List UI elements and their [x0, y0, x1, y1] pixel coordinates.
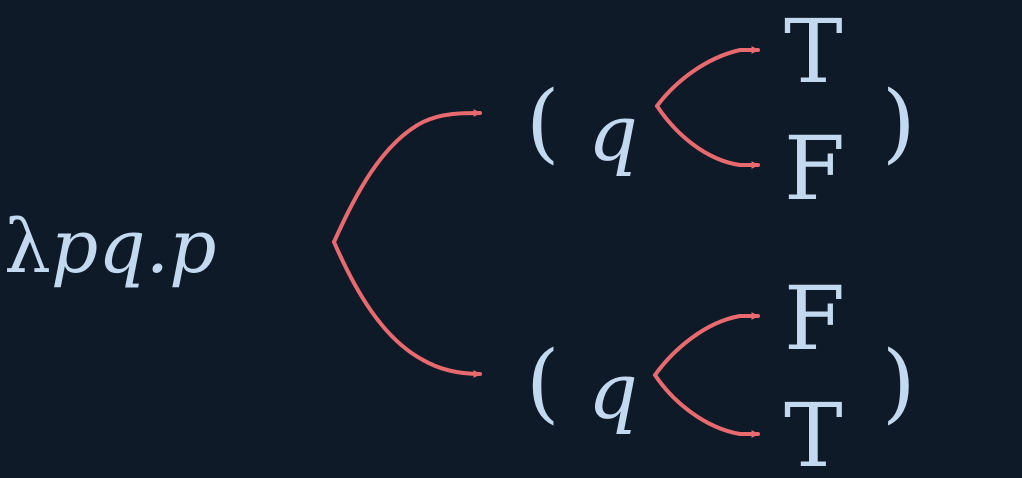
branch-lower-close-paren: ) [882, 333, 916, 433]
branch-lower-variable: q [588, 347, 638, 437]
branch-upper-top-value: T [784, 0, 843, 103]
branch-lower-open-paren: ( [526, 333, 560, 433]
branch-upper-close-paren: ) [882, 73, 916, 173]
branch-upper-variable: q [588, 89, 638, 179]
lambda-expression: λpq.p [4, 204, 217, 290]
main-arrow-upper [332, 109, 482, 244]
branch-lower-arrow-bottom [653, 373, 760, 438]
lambda-params: pq.p [51, 204, 217, 290]
branch-lower-bottom-value: T [784, 384, 843, 473]
main-fork [332, 109, 482, 378]
main-arrow-lower [332, 240, 482, 378]
lambda-symbol: λ [4, 204, 51, 290]
branch-upper-arrow-top [655, 46, 760, 108]
branch-upper-bottom-value: F [784, 117, 845, 220]
branch-lower-top-value: F [784, 267, 845, 370]
branch-lower: ( q F T ) [526, 267, 916, 478]
branch-upper-open-paren: ( [526, 73, 560, 173]
branch-upper-arrow-bottom [655, 104, 760, 169]
branch-upper: ( q T F ) [526, 0, 916, 220]
branch-lower-arrow-top [653, 312, 760, 377]
